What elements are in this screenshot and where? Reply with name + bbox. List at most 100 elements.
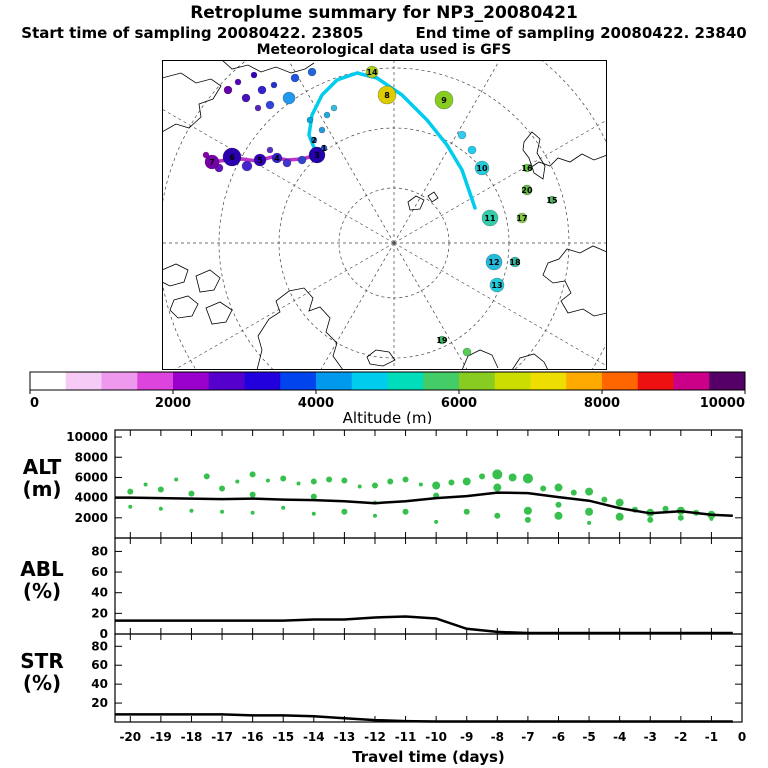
panel-axis-label: (%): [23, 579, 61, 603]
plume-dot: [481, 209, 498, 227]
x-tick-label: -15: [272, 730, 294, 744]
meridian-line: [393, 61, 499, 244]
plume-dot: [270, 81, 277, 89]
plume-dot-day-label: 18: [509, 258, 521, 267]
altitude-scatter-dot: [174, 477, 179, 482]
x-tick-label: -17: [211, 730, 233, 744]
panel-axis-label: ALT: [23, 455, 62, 479]
altitude-scatter-dot: [462, 477, 471, 486]
plume-dot: [521, 184, 532, 196]
coastline: [162, 263, 233, 325]
panel-frame: [114, 633, 743, 723]
altitude-scatter-dot: [310, 493, 317, 500]
altitude-scatter-dot: [310, 478, 317, 485]
y-tick-label: 10000: [66, 430, 108, 444]
y-tick-label: 0: [100, 627, 108, 641]
altitude-scatter-dot: [157, 486, 164, 493]
altitude-scatter-dot: [662, 505, 669, 512]
colorbar-segment: [244, 372, 281, 391]
altitude-scatter-dot: [203, 473, 210, 480]
plume-dot: [257, 85, 266, 95]
altitude-scatter-dot: [280, 475, 287, 482]
x-tick-label: -13: [334, 730, 356, 744]
plume-dot: [474, 160, 489, 176]
met-data-label: Meteorological data used is GFS: [256, 42, 512, 59]
altitude-scatter-dot: [463, 508, 470, 515]
altitude-scatter-dot: [296, 481, 301, 486]
start-time-label: Start time of sampling 20080422. 23805: [21, 23, 364, 42]
y-tick-label: 4000: [75, 491, 108, 505]
plume-dot-day-label: 9: [441, 96, 447, 105]
plume-dot: [522, 163, 531, 173]
panel-ABL: 0 20 40 60 80 ABL(%): [20, 537, 743, 641]
altitude-scatter-dot: [418, 482, 423, 487]
altitude-scatter-dot: [570, 489, 577, 496]
plume-dot-day-label: 2: [311, 136, 317, 145]
altitude-scatter-dot: [492, 469, 503, 480]
x-tick-label: -16: [242, 730, 264, 744]
panel-axis-label: (m): [22, 477, 61, 501]
altitude-scatter-dot: [188, 490, 195, 497]
figure-title: Retroplume summary for NP3_20080421: [190, 3, 578, 23]
colorbar-tick-label: 8000: [584, 396, 620, 411]
panel-STR: 20 40 60 80 STR(%): [20, 633, 743, 723]
colorbar-segment: [387, 372, 424, 391]
plume-dot: [250, 71, 257, 79]
altitude-scatter-dot: [371, 482, 378, 489]
plume-dot-day-label: 12: [488, 258, 499, 267]
panel-ALT: 2000 4000 6000 8000 10000 ALT(m): [22, 429, 743, 539]
colorbar-segment: [709, 372, 746, 391]
altitude-scatter-dot: [524, 516, 531, 523]
y-tick-label: 2000: [75, 511, 108, 525]
x-tick-label: -5: [582, 730, 595, 744]
altitude-scatter-dot: [523, 506, 532, 515]
y-tick-label: 80: [91, 639, 108, 653]
plume-dot: [310, 136, 317, 144]
y-tick-label: 60: [91, 658, 108, 672]
altitude-scatter-dot: [494, 512, 501, 519]
meridian-line: [393, 120, 606, 244]
plume-dot: [282, 91, 295, 105]
plume-dot: [365, 65, 378, 79]
colorbar-segment: [30, 372, 67, 391]
x-tick-label: -4: [613, 730, 626, 744]
meridian-line: [288, 61, 394, 244]
colorbar-segment: [316, 372, 353, 391]
panel-axis-label: STR: [20, 649, 63, 673]
plume-dot: [223, 85, 232, 95]
plume-dot: [323, 111, 330, 119]
altitude-scatter-dot: [555, 501, 562, 508]
altitude-scatter-dot: [432, 481, 441, 490]
coastline: [407, 191, 439, 211]
y-tick-label: 20: [91, 606, 108, 620]
altitude-scatter-dot: [587, 520, 592, 525]
str-fraction-line: [115, 713, 733, 723]
x-tick-label: -11: [395, 730, 417, 744]
plume-dot-day-label: 17: [516, 214, 527, 223]
coastline: [522, 131, 545, 180]
coastline: [366, 349, 396, 367]
time-series-panels: 200040006000800010000ALT(m)020406080ABL(…: [20, 429, 746, 766]
x-tick-label: 0: [738, 730, 746, 744]
altitude-scatter-dot: [585, 507, 594, 516]
map-container: 3 4 5 6 7 2 1 14 8 9 10 16 20 15 11 17 12 18 13 19: [0, 60, 768, 371]
altitude-scatter-dot: [357, 484, 362, 489]
y-tick-label: 20: [91, 696, 108, 710]
x-tick-label: -6: [552, 730, 565, 744]
plume-dot-day-label: 3: [314, 151, 320, 160]
plume-dot: [485, 253, 502, 271]
colorbar-segment: [280, 372, 317, 391]
altitude-scatter-dot: [265, 478, 270, 483]
colorbar-segment: [173, 372, 210, 391]
plume-dot: [297, 155, 306, 165]
abl-fraction-line: [115, 615, 733, 635]
altitude-scatter-dot: [554, 511, 563, 520]
altitude-scatter-dot: [615, 512, 624, 521]
altitude-scatter-dot: [493, 483, 502, 492]
altitude-scatter-dot: [127, 488, 134, 495]
plume-dot: [202, 151, 209, 159]
x-tick-label: -12: [364, 730, 386, 744]
altitude-scatter-dot: [522, 473, 533, 484]
coastline: [542, 245, 606, 317]
mean-altitude-line: [115, 491, 733, 518]
